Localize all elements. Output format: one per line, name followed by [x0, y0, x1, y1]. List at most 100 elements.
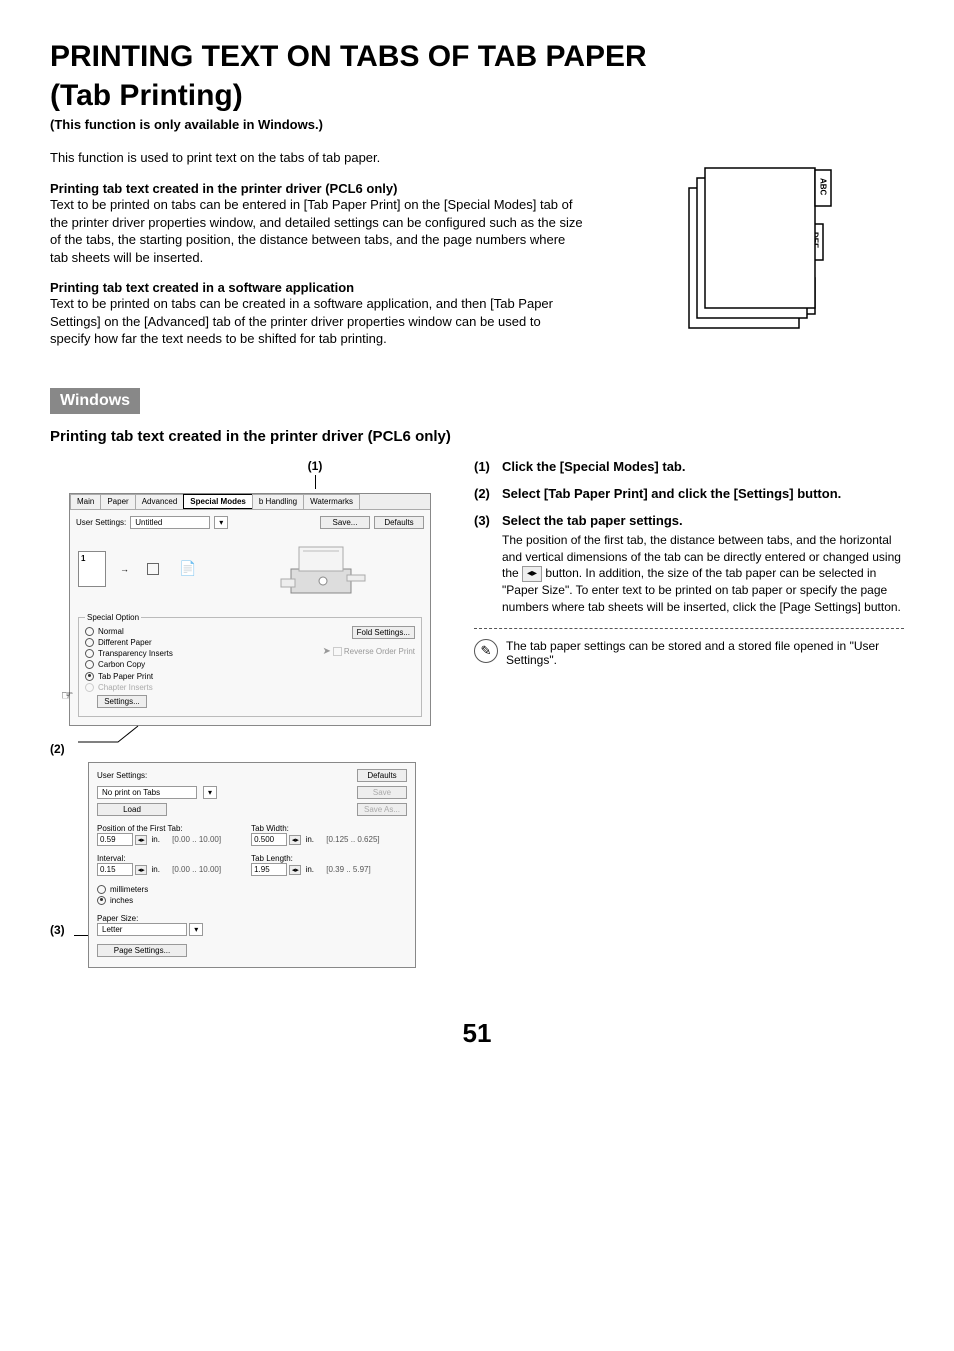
callout-1-line: [315, 475, 316, 489]
tab-width-input[interactable]: 0.500: [251, 833, 287, 846]
d2-save-button[interactable]: Save: [357, 786, 407, 799]
tab-paper-illustration: GHI DEF ABC: [679, 156, 849, 351]
callout-2-connector: [78, 724, 148, 744]
intro-text: This function is used to print text on t…: [50, 150, 584, 165]
user-settings-value[interactable]: Untitled: [130, 516, 210, 529]
tab-main[interactable]: Main: [70, 494, 101, 509]
tab-label-1: ABC: [819, 178, 828, 196]
opt-chapter-inserts[interactable]: [85, 683, 94, 692]
tab-length-input[interactable]: 1.95: [251, 863, 287, 876]
interval-input[interactable]: 0.15: [97, 863, 133, 876]
tab-width-spinner[interactable]: ◂▸: [289, 835, 301, 845]
callout-1: (1): [200, 459, 430, 473]
interval-unit: in.: [151, 865, 159, 874]
tab-handling[interactable]: b Handling: [252, 494, 304, 509]
d2-combo[interactable]: No print on Tabs: [97, 786, 197, 799]
section-head: Printing tab text created in the printer…: [50, 428, 904, 445]
dialog-tabs: Main Paper Advanced Special Modes b Hand…: [70, 494, 430, 510]
unit-in-radio[interactable]: [97, 896, 106, 905]
opt-carbon-copy[interactable]: [85, 660, 94, 669]
page-settings-button[interactable]: Page Settings...: [97, 944, 187, 957]
tab-special-modes[interactable]: Special Modes: [183, 494, 253, 509]
tab-length-unit: in.: [306, 865, 314, 874]
d2-defaults-button[interactable]: Defaults: [357, 769, 407, 782]
windows-badge: Windows: [50, 388, 140, 414]
page-title-line2: (Tab Printing): [50, 79, 904, 114]
tab-paper[interactable]: Paper: [100, 494, 135, 509]
d2-load-button[interactable]: Load: [97, 803, 167, 816]
opt-normal[interactable]: [85, 627, 94, 636]
page-preview-number: 1: [81, 554, 85, 563]
pos-first-unit: in.: [151, 835, 159, 844]
page-number: 51: [50, 1018, 904, 1049]
step1-num: (1): [474, 459, 502, 474]
step3-title: Select the tab paper settings.: [502, 513, 683, 528]
tab-width-label: Tab Width:: [251, 824, 380, 833]
user-settings-dropdown-icon[interactable]: ▾: [214, 516, 228, 529]
tab-length-label: Tab Length:: [251, 854, 371, 863]
opt-transparency-label: Transparency Inserts: [98, 648, 173, 659]
callout-2: (2): [50, 742, 74, 756]
opt-carbon-copy-label: Carbon Copy: [98, 659, 145, 670]
doc-stack-icon: 📄: [179, 560, 196, 576]
note-text: The tab paper settings can be stored and…: [506, 639, 904, 667]
opt-different-paper[interactable]: [85, 638, 94, 647]
tab-width-unit: in.: [306, 835, 314, 844]
callout-3: (3): [50, 923, 74, 937]
d2-combo-dropdown-icon[interactable]: ▾: [203, 786, 217, 799]
d2-user-settings-label: User Settings:: [97, 771, 147, 780]
unit-mm-radio[interactable]: [97, 885, 106, 894]
pos-first-label: Position of the First Tab:: [97, 824, 221, 833]
availability-note: (This function is only available in Wind…: [50, 117, 904, 132]
interval-range: [0.00 .. 10.00]: [172, 865, 221, 874]
special-option-legend: Special Option: [85, 613, 141, 622]
page-title-line1: PRINTING TEXT ON TABS OF TAB PAPER: [50, 40, 904, 75]
tab-length-range: [0.39 .. 5.97]: [326, 865, 370, 874]
opt-chapter-inserts-label: Chapter Inserts: [98, 682, 153, 693]
para2-head: Printing tab text created in a software …: [50, 280, 584, 295]
d2-save-as-button[interactable]: Save As...: [357, 803, 407, 816]
save-button[interactable]: Save...: [320, 516, 370, 529]
tab-advanced[interactable]: Advanced: [135, 494, 185, 509]
interval-spinner[interactable]: ◂▸: [135, 865, 147, 875]
reverse-checkbox[interactable]: [333, 647, 342, 656]
special-option-group: Special Option Fold Settings... ➤ Revers…: [78, 613, 422, 717]
opt-transparency[interactable]: [85, 649, 94, 658]
tab-width-range: [0.125 .. 0.625]: [326, 835, 379, 844]
reverse-arrow-icon: ➤: [322, 646, 330, 657]
special-modes-dialog: Main Paper Advanced Special Modes b Hand…: [69, 493, 431, 726]
opt-normal-label: Normal: [98, 626, 124, 637]
callout-3-connector: [74, 935, 88, 936]
pencil-icon: ✎: [474, 639, 498, 663]
printer-preview-icon: [261, 539, 371, 599]
settings-button[interactable]: Settings...: [97, 695, 147, 708]
para1-head: Printing tab text created in the printer…: [50, 181, 584, 196]
opt-different-paper-label: Different Paper: [98, 637, 152, 648]
unit-mm-label: millimeters: [110, 884, 148, 895]
spinner-icon: ◂▸: [522, 566, 542, 582]
step1-title: Click the [Special Modes] tab.: [502, 459, 686, 474]
page-preview-input: 1: [78, 551, 106, 587]
step3-body: The position of the first tab, the dista…: [502, 532, 904, 616]
tab-length-spinner[interactable]: ◂▸: [289, 865, 301, 875]
paper-size-select[interactable]: Letter: [97, 923, 187, 936]
unit-in-label: inches: [110, 895, 133, 906]
pos-first-range: [0.00 .. 10.00]: [172, 835, 221, 844]
interval-label: Interval:: [97, 854, 221, 863]
tab-watermarks[interactable]: Watermarks: [303, 494, 360, 509]
step2-num: (2): [474, 486, 502, 501]
opt-tab-paper-print-label: Tab Paper Print: [98, 671, 153, 682]
arrow-icon: →: [120, 564, 129, 574]
hand-pointer-icon: ☞: [61, 687, 74, 704]
para2-body: Text to be printed on tabs can be create…: [50, 295, 584, 348]
pos-first-spinner[interactable]: ◂▸: [135, 835, 147, 845]
fold-settings-button[interactable]: Fold Settings...: [352, 626, 415, 639]
user-settings-label: User Settings:: [76, 518, 126, 527]
tab-paper-settings-dialog: User Settings: Defaults No print on Tabs…: [88, 762, 416, 968]
pos-first-input[interactable]: 0.59: [97, 833, 133, 846]
defaults-button[interactable]: Defaults: [374, 516, 424, 529]
paper-size-label: Paper Size:: [97, 914, 407, 923]
reverse-label: Reverse Order Print: [344, 647, 415, 656]
paper-size-dropdown-icon[interactable]: ▾: [189, 923, 203, 936]
opt-tab-paper-print[interactable]: [85, 672, 94, 681]
